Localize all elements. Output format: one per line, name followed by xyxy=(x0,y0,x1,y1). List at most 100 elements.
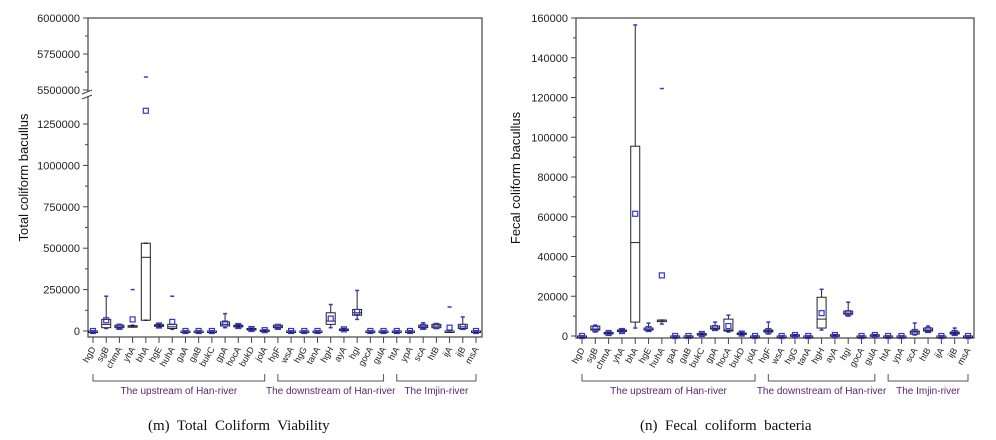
x-tick-label: msA xyxy=(955,346,973,367)
mean-marker xyxy=(618,327,626,335)
mean-marker xyxy=(274,323,281,330)
mean-marker xyxy=(871,331,878,339)
plot-frame xyxy=(575,17,975,339)
mean-marker xyxy=(340,326,348,333)
y-tick-label: 5750000 xyxy=(37,49,80,61)
plot-frame xyxy=(87,17,483,338)
mean-marker xyxy=(672,332,679,340)
box-iqr xyxy=(140,242,151,321)
x-tick-label: ijB xyxy=(946,346,960,360)
mean-marker xyxy=(89,327,97,335)
x-tick-label: hgD xyxy=(570,346,587,366)
mean-marker xyxy=(938,332,945,340)
mean-marker xyxy=(738,330,745,337)
mean-marker xyxy=(301,327,308,335)
y-tick-label: 140000 xyxy=(531,53,568,65)
mean-marker xyxy=(685,332,692,340)
y-tick-label: 1250000 xyxy=(37,119,80,131)
group-bracket xyxy=(396,374,477,382)
mean-marker xyxy=(924,326,932,334)
mean-marker xyxy=(751,332,759,340)
x-tick-label: ijA xyxy=(932,346,946,360)
axis-break-mark xyxy=(81,89,93,95)
x-tick-label: scA xyxy=(903,346,919,364)
x-tick-label: bhA xyxy=(134,345,151,364)
mean-marker xyxy=(472,327,480,335)
mean-marker xyxy=(831,331,838,339)
mean-marker xyxy=(195,327,202,335)
mean-marker xyxy=(592,325,599,333)
group-label: The downstream of Han-river xyxy=(757,386,887,397)
y-tick-label: 160000 xyxy=(531,13,568,25)
mean-marker xyxy=(725,322,732,330)
x-tick-label: ypA xyxy=(398,345,414,363)
mean-marker xyxy=(248,325,255,333)
y-tick-label: 40000 xyxy=(537,252,568,264)
box-htB: htB xyxy=(426,322,442,362)
box-iqr xyxy=(630,145,641,323)
mean-marker xyxy=(605,329,612,337)
axis-break-gap xyxy=(82,92,92,97)
mean-marker xyxy=(380,327,387,335)
mean-marker xyxy=(885,332,892,340)
mean-marker xyxy=(116,323,123,330)
mean-marker xyxy=(354,308,361,316)
mean-marker xyxy=(765,327,772,335)
group-label: The upstream of Han-river xyxy=(120,386,237,397)
y-tick-label: 80000 xyxy=(537,172,568,184)
box-ijB: ijB xyxy=(946,327,960,360)
group-label: The Imjin-river xyxy=(404,386,469,397)
chart-total: 0 250000 500000 750000 1000000 1250000 5500000… xyxy=(16,13,483,397)
box-iqr xyxy=(816,296,827,329)
x-tick-label: tanA xyxy=(795,346,813,367)
mean-marker xyxy=(698,330,705,338)
x-tick-label: wsA xyxy=(278,345,296,366)
y-tick-label: 750000 xyxy=(43,202,80,214)
box-iqr xyxy=(723,318,734,332)
mean-marker xyxy=(645,325,652,333)
box-ayA: ayA xyxy=(332,326,349,363)
mean-marker xyxy=(459,323,466,330)
x-tick-label: gulA xyxy=(371,345,389,366)
y-tick-label: 100000 xyxy=(531,132,568,144)
x-tick-label: hgH xyxy=(319,345,336,364)
box-iqr xyxy=(101,318,112,329)
caption-m: (m) Total Coliform Viability xyxy=(148,418,330,434)
caption-n: (n) Fecal coliform bacteria xyxy=(640,418,812,434)
x-tick-label: hgH xyxy=(809,346,826,365)
mean-marker xyxy=(208,327,215,335)
box-chmA: chmA xyxy=(104,323,125,370)
mean-marker xyxy=(433,322,440,330)
box-ijB: ijB xyxy=(454,316,468,359)
x-tick-label: wsA xyxy=(769,346,787,367)
mean-marker xyxy=(288,327,295,335)
y-axis-label: Total coliform bacullus xyxy=(16,113,31,241)
axis-break-mark xyxy=(81,94,93,100)
mean-marker xyxy=(155,322,163,329)
group-bracket xyxy=(92,374,266,382)
mean-marker xyxy=(964,332,972,340)
mean-marker xyxy=(420,323,427,330)
mean-marker xyxy=(446,324,453,331)
mean-marker xyxy=(103,317,110,324)
mean-marker xyxy=(712,324,719,332)
box-hgH: hgH xyxy=(809,288,827,365)
mean-marker xyxy=(261,327,268,334)
x-tick-label: bhA xyxy=(623,346,640,365)
mean-marker xyxy=(142,107,149,114)
group-label: The upstream of Han-river xyxy=(610,386,727,397)
x-tick-label: ypA xyxy=(890,346,906,364)
mean-marker xyxy=(182,327,189,335)
y-tick-label: 20000 xyxy=(537,291,568,303)
mean-marker xyxy=(235,322,242,330)
group-label: The Imjin-river xyxy=(896,386,961,397)
x-tick-label: htB xyxy=(917,346,932,363)
x-tick-label: ayA xyxy=(823,346,839,364)
box-ayA: ayA xyxy=(823,331,840,364)
x-tick-label: gaA xyxy=(174,345,191,364)
mean-marker xyxy=(858,332,865,340)
y-tick-label: 0 xyxy=(74,326,80,338)
group-bracket xyxy=(767,374,876,382)
x-tick-label: hgD xyxy=(81,345,98,365)
